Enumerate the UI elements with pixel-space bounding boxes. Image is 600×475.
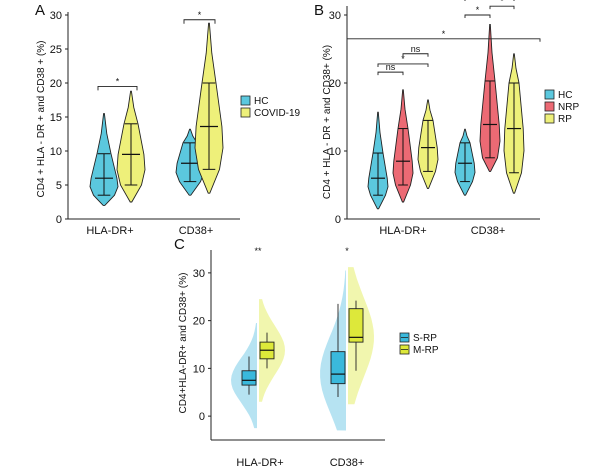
panel-b-sig-bracket-4 [464,14,491,18]
panel-c-legend: S-RP M-RP [399,332,439,356]
panel-b-x-label-hla-dr: HLA-DR+ [379,225,426,237]
panel-c-x-label-hla-dr: HLA-DR+ [236,457,283,469]
panel-c-rainclouds [231,267,374,431]
panel-a-y-tick-label-25: 25 [50,44,62,56]
panel-a-legend: HC COVID-19 [240,95,301,119]
panel-b-y-tick-label-20: 20 [329,78,341,90]
panel-b-sig-bracket-1 [402,53,429,57]
panel-c-letter: C [174,236,185,253]
panel-a-y-tick-label-30: 30 [50,10,62,22]
panel-c-significance: ** * [254,246,349,256]
panel-b-letter: B [314,2,324,19]
panel-a-significance: ** [97,10,216,91]
panel-c-s-rp-cd38-cloud [320,270,346,431]
panel-a-y-tick-label-5: 5 [56,180,62,192]
panel-b-y-tick-label-30: 30 [329,10,341,22]
panel-b-sig-bracket-2 [377,63,429,67]
legend-swatch-hc [544,89,555,100]
panel-c-m-rp-cd38-box [348,308,364,343]
panel-c-s-rp-cd38-box [330,351,346,385]
legend-label-covid19: COVID-19 [254,108,301,119]
panel-c-sig-label-cd38: * [345,246,349,256]
panel-b-y-tick-label-10: 10 [329,146,341,158]
panel-a-letter: A [35,2,45,19]
legend-label-hc: HC [558,90,572,101]
panel-b: B CD4 + HLA - DR + and CD38+ (%) 0 10 20 30… [314,0,579,237]
panel-b-sig-bracket-6 [464,0,515,1]
panel-b-sig-label-3: * [442,29,446,39]
panel-b-x-label-cd38: CD38+ [471,225,506,237]
panel-a-sig-bracket-cd38 [183,19,216,24]
panel-b-sig-bracket-3 [346,38,541,42]
panel-c-y-ticks: 0 10 20 30 [193,268,211,423]
panel-c-y-tick-label-20: 20 [193,316,205,328]
panel-a-y-axis-title: CD4 + HLA - DR + and CD38 + (%) [36,40,47,197]
panel-a-sig-label-hla-dr: * [116,76,120,86]
legend-swatch-nrp [544,101,555,112]
legend-swatch-hc [240,95,251,106]
panel-c-x-label-cd38: CD38+ [330,457,365,469]
panel-b-y-axis-title: CD4 + HLA - DR + and CD38+ (%) [322,45,333,199]
panel-c-y-axis-title: CD4+HLA-DR+ and CD38+ (%) [178,273,189,414]
panel-b-sig-bracket-0 [377,71,404,76]
legend-label-rp: RP [558,114,572,125]
panel-a-violins [89,22,224,206]
legend-label-hc: HC [254,96,268,107]
panel-a-sig-label-cd38: * [198,10,202,20]
panel-b-legend: HC NRP RP [544,89,579,125]
panel-b-violins [367,24,525,210]
panel-a-y-ticks: 0 5 10 15 20 25 30 [50,10,68,226]
panel-c-y-tick-label-0: 0 [199,411,205,423]
panel-c-sig-label-hla-dr: ** [254,246,262,256]
panel-a-x-label-cd38: CD38+ [179,225,214,237]
panel-b-sig-label-2: * [401,54,405,64]
panel-a-y-tick-label-15: 15 [50,112,62,124]
panel-a: A CD4 + HLA - DR + and CD38 + (%) 0 5 10 15… [35,2,301,237]
panel-b-sig-label-5: * [500,0,504,6]
panel-b-sig-label-0: ns [386,62,396,72]
legend-swatch-rp [544,113,555,124]
panel-b-sig-label-4: * [476,5,480,15]
panel-a-y-tick-label-20: 20 [50,78,62,90]
panel-a-y-tick-label-10: 10 [50,146,62,158]
legend-label-nrp: NRP [558,102,579,113]
panel-c-y-tick-label-10: 10 [193,363,205,375]
legend-swatch-covid19 [240,107,251,118]
panel-b-y-tick-label-0: 0 [335,214,341,226]
panel-a-sig-bracket-hla-dr [97,85,138,91]
panel-a-y-tick-label-0: 0 [56,214,62,226]
legend-label-s-rp: S-RP [413,333,437,344]
panel-a-x-label-hla-dr: HLA-DR+ [86,225,133,237]
panel-b-y-ticks: 0 10 20 30 [329,10,347,226]
panel-c-y-tick-label-30: 30 [193,268,205,280]
panel-b-sig-bracket-5 [489,5,515,10]
panel-c-s-rp-hla-dr-box [241,370,257,386]
legend-label-m-rp: M-RP [413,345,439,356]
panel-b-sig-label-1: ns [411,44,421,54]
